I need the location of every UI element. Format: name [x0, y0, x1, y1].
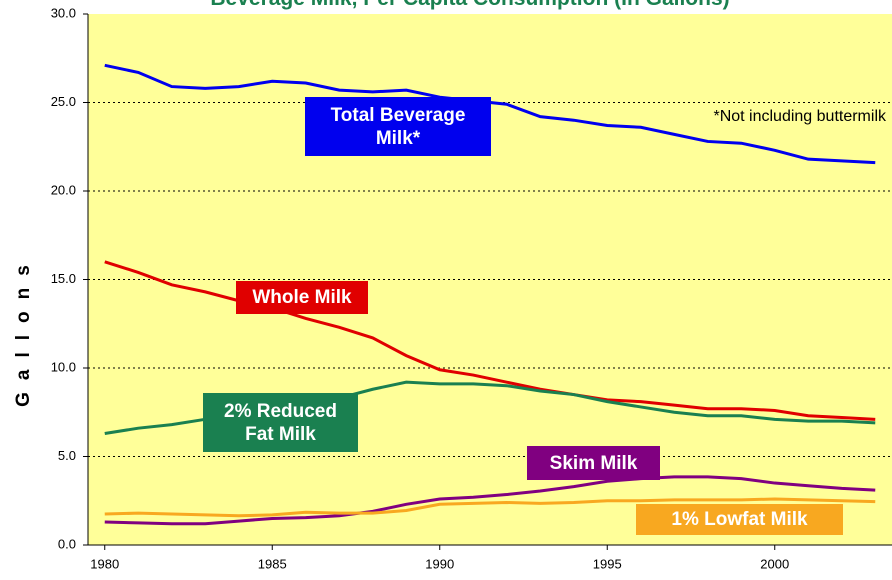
chart-title: Beverage Milk, Per Capita Consumption (I… — [210, 0, 729, 10]
y-tick-label: 5.0 — [58, 448, 76, 463]
y-tick-label: 20.0 — [51, 182, 76, 197]
line-series — [104, 497, 876, 518]
x-tick-label: 2000 — [760, 556, 789, 571]
x-tick-label: 1980 — [90, 556, 119, 571]
series-label: Skim Milk — [527, 446, 660, 480]
series-label: 2% Reduced Fat Milk — [203, 393, 358, 452]
x-tick-label: 1985 — [258, 556, 287, 571]
series-label: Total Beverage Milk* — [305, 97, 491, 156]
y-tick-label: 10.0 — [51, 359, 76, 374]
series-label: 1% Lowfat Milk — [636, 504, 843, 535]
series-label: Whole Milk — [236, 281, 368, 314]
y-tick-label: 30.0 — [51, 5, 76, 20]
x-tick-label: 1990 — [425, 556, 454, 571]
y-tick-label: 0.0 — [58, 536, 76, 551]
annotation: *Not including buttermilk — [713, 108, 887, 125]
y-axis-label: Gallons — [13, 253, 34, 407]
line-series — [104, 260, 876, 421]
x-tick-label: 1995 — [593, 556, 622, 571]
y-tick-label: 15.0 — [51, 271, 76, 286]
line-series — [104, 475, 876, 526]
y-tick-label: 25.0 — [51, 94, 76, 109]
